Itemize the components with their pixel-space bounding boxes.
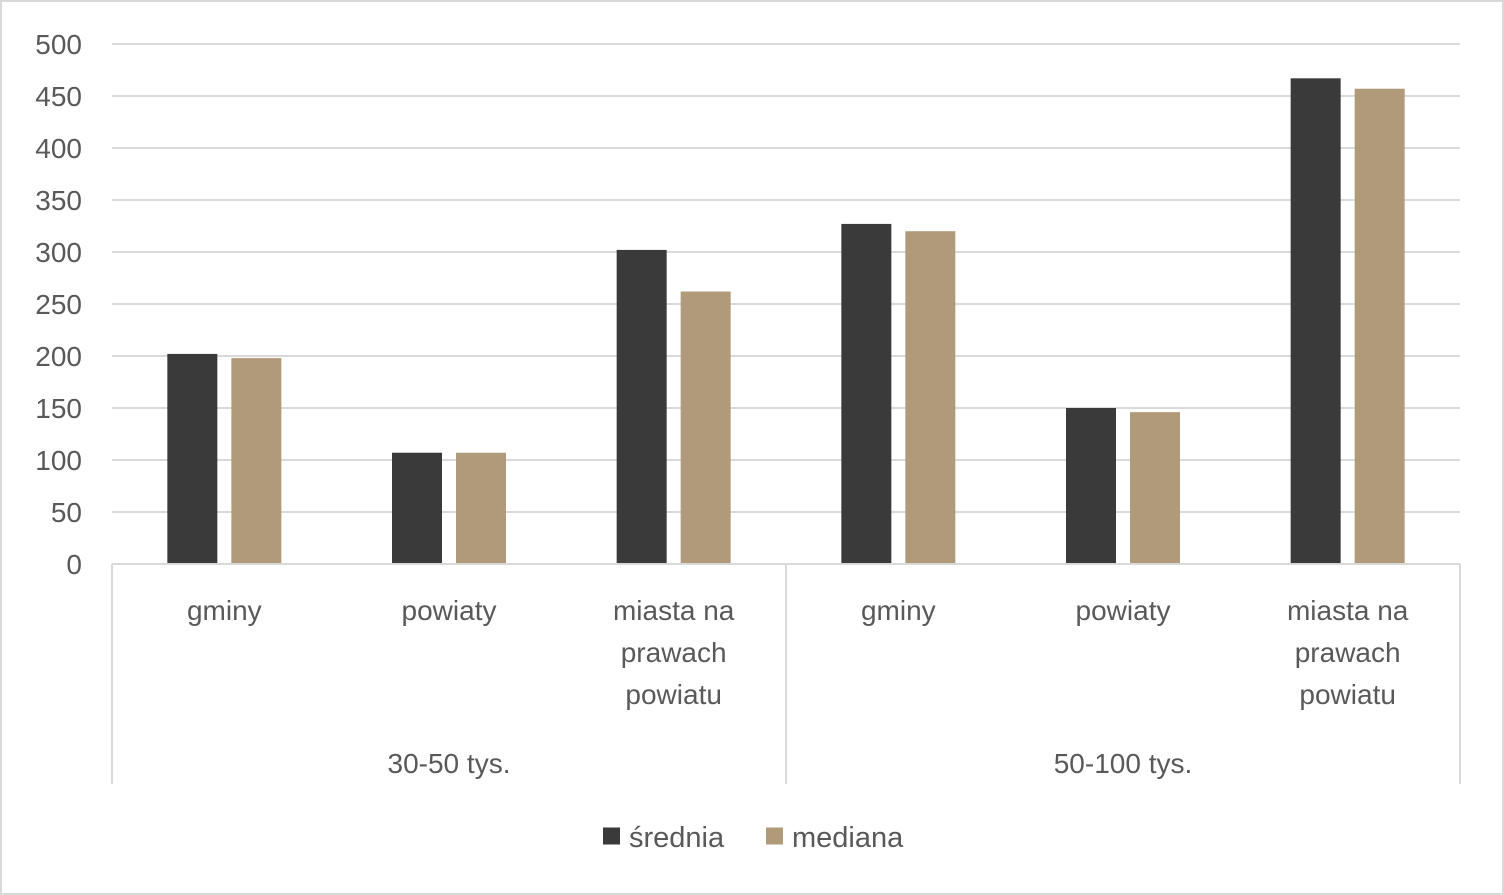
y-tick-label: 300 <box>35 237 82 268</box>
x-tick-label: miasta na <box>613 595 735 626</box>
x-axis <box>111 563 1461 784</box>
y-tick-label: 0 <box>66 549 82 580</box>
x-tick-label: powiaty <box>1076 595 1171 626</box>
bars <box>167 78 1405 565</box>
y-tick-label: 350 <box>35 185 82 216</box>
bar-mediana <box>231 358 282 564</box>
bar-srednia <box>167 353 218 564</box>
y-tick-label: 50 <box>51 497 82 528</box>
x-tick-label: gminy <box>861 595 936 626</box>
bar-srednia <box>616 249 667 565</box>
legend-swatch <box>766 827 783 845</box>
x-tick-label: powiatu <box>625 679 722 710</box>
y-tick-label: 100 <box>35 445 82 476</box>
bar-mediana <box>1354 88 1405 564</box>
gridlines <box>112 43 1460 513</box>
legend-label: mediana <box>792 822 904 854</box>
group-label: 50-100 tys. <box>1054 748 1193 779</box>
bar-srednia <box>392 452 442 564</box>
x-tick-label: gminy <box>187 595 262 626</box>
bar-mediana <box>1130 412 1180 564</box>
bar-srednia <box>1290 78 1341 564</box>
bar-mediana <box>905 231 956 564</box>
legend-label: średnia <box>629 822 725 854</box>
y-tick-label: 400 <box>35 133 82 164</box>
x-tick-label: powiatu <box>1299 679 1396 710</box>
x-tick-label: prawach <box>621 637 727 668</box>
y-tick-label: 450 <box>35 81 82 112</box>
y-tick-label: 500 <box>35 29 82 60</box>
x-tick-label: prawach <box>1295 637 1401 668</box>
group-label: 30-50 tys. <box>388 748 511 779</box>
category-labels: gminy powiaty miasta na prawach powiatu gminy… <box>187 595 1409 779</box>
y-tick-label: 250 <box>35 289 82 320</box>
y-tick-label: 200 <box>35 341 82 372</box>
bar-mediana <box>680 291 731 564</box>
bar-mediana <box>456 452 506 564</box>
x-tick-label: powiaty <box>402 595 497 626</box>
y-tick-label: 150 <box>35 393 82 424</box>
bar-srednia <box>841 223 892 565</box>
bar-srednia <box>1066 408 1116 564</box>
x-tick-label: miasta na <box>1287 595 1409 626</box>
y-axis-ticks: 0 50 100 150 200 250 300 350 400 450 500 <box>35 29 82 580</box>
legend-swatch <box>603 827 620 845</box>
legend: średnia mediana <box>603 822 904 854</box>
